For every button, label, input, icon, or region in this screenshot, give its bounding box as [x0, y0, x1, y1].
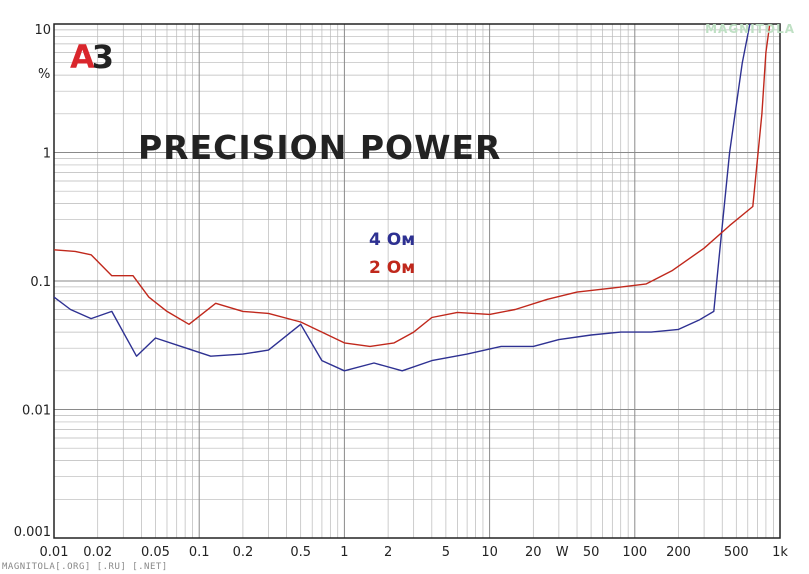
x-tick-label: 0.1 — [189, 545, 210, 560]
x-tick-label: 0.5 — [290, 545, 311, 560]
chart-title: PRECISION POWER — [138, 128, 501, 167]
series-lines — [53, 23, 771, 372]
footer-credit: MAGNITOLA[.ORG] [.RU] [.NET] — [2, 562, 168, 572]
brand-logo: A3 — [70, 38, 114, 76]
plot-frame — [53, 23, 781, 539]
y-tick-label: 0.1 — [30, 275, 51, 290]
x-tick-label: 20 — [525, 545, 542, 560]
series-line-2ohm — [53, 23, 771, 348]
logo-digit-3: 3 — [91, 38, 114, 76]
x-tick-label: 0.01 — [40, 545, 69, 560]
legend-series-2ohm: 2 Ом — [369, 258, 415, 278]
x-tick-label: 2 — [384, 545, 392, 560]
y-axis-label: % — [38, 67, 50, 82]
y-tick-label: 0.01 — [22, 404, 51, 419]
y-tick-label: 1 — [43, 147, 51, 162]
watermark-logo: MAGNITOLA — [705, 22, 795, 36]
x-tick-label: 100 — [622, 545, 647, 560]
series-line-4ohm — [53, 23, 751, 372]
y-tick-label: 0.001 — [14, 525, 51, 540]
logo-letter-a: A — [70, 38, 95, 76]
x-tick-labels: 0.01 0.02 0.05 0.1 0.2 0.5 1 2 5 10 20 50 100 200 500 1… — [40, 545, 789, 560]
x-tick-label: 500 — [724, 545, 749, 560]
x-tick-label: 1 — [340, 545, 348, 560]
x-tick-label: 10 — [481, 545, 498, 560]
x-tick-label: 200 — [666, 545, 691, 560]
x-tick-label: 1k — [772, 545, 788, 560]
y-tick-label: 10 — [34, 23, 51, 38]
x-tick-label: 0.02 — [83, 545, 112, 560]
x-tick-label: 5 — [442, 545, 450, 560]
x-tick-label: 50 — [583, 545, 600, 560]
x-axis-label: W — [556, 545, 569, 560]
y-tick-labels: 10 1 0.1 0.01 0.001 — [14, 23, 51, 540]
x-tick-label: 0.2 — [233, 545, 254, 560]
x-tick-label: 0.05 — [141, 545, 170, 560]
legend-series-4ohm: 4 Ом — [369, 230, 415, 250]
